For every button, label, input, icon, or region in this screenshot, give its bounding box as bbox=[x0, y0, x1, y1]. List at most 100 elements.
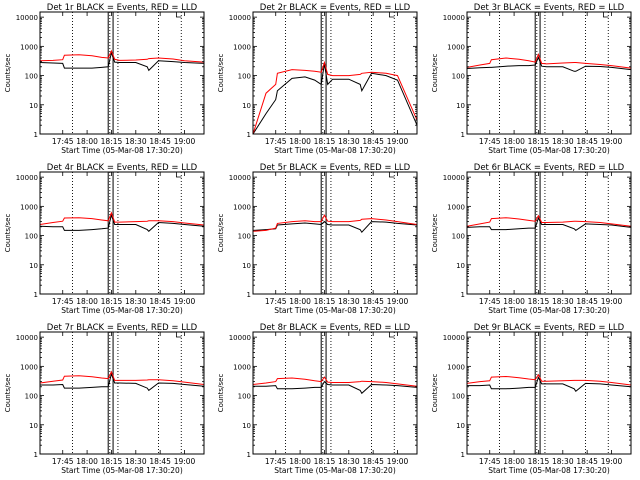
series-line-lld bbox=[467, 373, 631, 386]
x-tick-label: 18:45 bbox=[149, 297, 171, 306]
x-tick-label: 18:45 bbox=[576, 457, 598, 466]
x-tick-label: 18:00 bbox=[289, 297, 311, 306]
x-axis-label: Start Time (05-Mar-08 17:30:20) bbox=[488, 146, 610, 155]
series-line-events bbox=[467, 56, 631, 72]
x-tick-label: 18:00 bbox=[76, 297, 98, 306]
plot-frame bbox=[466, 171, 632, 295]
series-line-lld bbox=[40, 211, 204, 226]
panel-4: Det 4r BLACK = Events, RED = LLD 1 10 100 10… bbox=[4, 163, 205, 315]
series-line-events bbox=[467, 376, 631, 393]
panel-2: Det 2r BLACK = Events, RED = LLD 1 10 100 10… bbox=[217, 3, 418, 155]
y-tick-label: 100 bbox=[452, 233, 465, 241]
x-tick-label: 19:00 bbox=[601, 137, 623, 146]
x-tick-label: 18:00 bbox=[503, 297, 525, 306]
x-tick-label: 17:45 bbox=[479, 297, 501, 306]
y-tick-label: 1000 bbox=[20, 363, 38, 371]
x-tick-label: 18:30 bbox=[338, 457, 360, 466]
series-line-lld bbox=[253, 376, 417, 387]
y-tick-label: 1 bbox=[247, 291, 251, 299]
x-tick-label: 18:15 bbox=[314, 297, 336, 306]
x-tick-label: 18:00 bbox=[503, 457, 525, 466]
panel-title: Det 4r BLACK = Events, RED = LLD bbox=[47, 163, 198, 173]
series-line-events bbox=[40, 372, 204, 392]
x-tick-label: 17:45 bbox=[52, 457, 74, 466]
y-tick-label: 1000 bbox=[233, 203, 251, 211]
x-tick-label: 19:00 bbox=[174, 297, 196, 306]
plot-frame bbox=[252, 11, 418, 135]
plot-frame bbox=[39, 171, 205, 295]
series-line-lld bbox=[253, 214, 417, 232]
x-tick-label: 19:00 bbox=[601, 457, 623, 466]
y-axis-label: Counts/sec bbox=[431, 54, 439, 93]
x-tick-label: 18:30 bbox=[125, 457, 147, 466]
y-tick-label: 1 bbox=[461, 131, 465, 139]
y-axis-label: Counts/sec bbox=[217, 54, 225, 93]
y-tick-label: 10 bbox=[242, 262, 251, 270]
x-tick-label: 18:45 bbox=[576, 297, 598, 306]
x-tick-label: 18:45 bbox=[362, 137, 384, 146]
plot-frame bbox=[39, 11, 205, 135]
y-tick-label: 10000 bbox=[16, 334, 38, 342]
panel-8: Det 8r BLACK = Events, RED = LLD 1 10 100 10… bbox=[217, 323, 418, 475]
y-tick-label: 100 bbox=[452, 73, 465, 81]
x-tick-label: 18:30 bbox=[552, 457, 574, 466]
y-tick-label: 10000 bbox=[16, 174, 38, 182]
x-tick-label: 17:45 bbox=[265, 297, 287, 306]
y-tick-label: 10000 bbox=[443, 174, 465, 182]
y-tick-label: 10000 bbox=[16, 14, 38, 22]
y-tick-label: 10000 bbox=[229, 174, 251, 182]
x-tick-label: 18:15 bbox=[101, 137, 123, 146]
y-tick-label: 10 bbox=[29, 102, 38, 110]
x-tick-label: 18:15 bbox=[101, 457, 123, 466]
flag-marker bbox=[602, 172, 609, 178]
x-tick-label: 18:00 bbox=[503, 137, 525, 146]
panel-title: Det 8r BLACK = Events, RED = LLD bbox=[260, 323, 411, 333]
x-tick-label: 18:30 bbox=[125, 297, 147, 306]
x-tick-label: 18:15 bbox=[528, 297, 550, 306]
panel-title: Det 2r BLACK = Events, RED = LLD bbox=[260, 3, 411, 13]
x-axis-label: Start Time (05-Mar-08 17:30:20) bbox=[488, 466, 610, 475]
y-tick-label: 100 bbox=[25, 233, 38, 241]
flag-marker bbox=[388, 172, 395, 178]
panel-title: Det 5r BLACK = Events, RED = LLD bbox=[260, 163, 411, 173]
x-tick-label: 18:15 bbox=[314, 137, 336, 146]
panel-title: Det 7r BLACK = Events, RED = LLD bbox=[47, 323, 198, 333]
x-tick-label: 19:00 bbox=[387, 297, 409, 306]
x-tick-label: 17:45 bbox=[265, 137, 287, 146]
y-tick-label: 10000 bbox=[443, 14, 465, 22]
y-tick-label: 1 bbox=[247, 131, 251, 139]
x-tick-label: 17:45 bbox=[52, 297, 74, 306]
panel-title: Det 6r BLACK = Events, RED = LLD bbox=[474, 163, 625, 173]
y-tick-label: 1000 bbox=[233, 363, 251, 371]
series-line-events bbox=[253, 380, 417, 395]
y-tick-label: 10 bbox=[242, 422, 251, 430]
x-tick-label: 18:45 bbox=[576, 137, 598, 146]
y-axis-label: Counts/sec bbox=[431, 374, 439, 413]
y-tick-label: 10000 bbox=[229, 14, 251, 22]
y-axis-label: Counts/sec bbox=[4, 214, 12, 253]
y-axis-label: Counts/sec bbox=[431, 214, 439, 253]
y-tick-label: 10 bbox=[456, 262, 465, 270]
y-tick-label: 1000 bbox=[447, 43, 465, 51]
y-tick-label: 1 bbox=[34, 291, 38, 299]
series-line-lld bbox=[467, 214, 631, 227]
panel-1: Det 1r BLACK = Events, RED = LLD 1 10 100 10… bbox=[4, 3, 205, 155]
y-tick-label: 100 bbox=[238, 233, 251, 241]
panel-7: Det 7r BLACK = Events, RED = LLD 1 10 100 10… bbox=[4, 323, 205, 475]
plot-frame bbox=[39, 331, 205, 455]
series-line-events bbox=[40, 213, 204, 233]
plot-frame bbox=[466, 11, 632, 135]
x-tick-label: 18:00 bbox=[76, 457, 98, 466]
plot-frame bbox=[466, 331, 632, 455]
y-tick-label: 100 bbox=[25, 73, 38, 81]
y-tick-label: 1 bbox=[34, 451, 38, 459]
x-axis-label: Start Time (05-Mar-08 17:30:20) bbox=[488, 306, 610, 315]
flag-marker bbox=[388, 12, 395, 18]
y-axis-label: Counts/sec bbox=[217, 374, 225, 413]
y-axis-label: Counts/sec bbox=[4, 54, 12, 93]
x-tick-label: 18:30 bbox=[125, 137, 147, 146]
x-tick-label: 18:30 bbox=[552, 297, 574, 306]
series-line-lld bbox=[253, 60, 417, 134]
series-line-lld bbox=[40, 49, 204, 63]
panel-9: Det 9r BLACK = Events, RED = LLD 1 10 100 10… bbox=[431, 323, 632, 475]
